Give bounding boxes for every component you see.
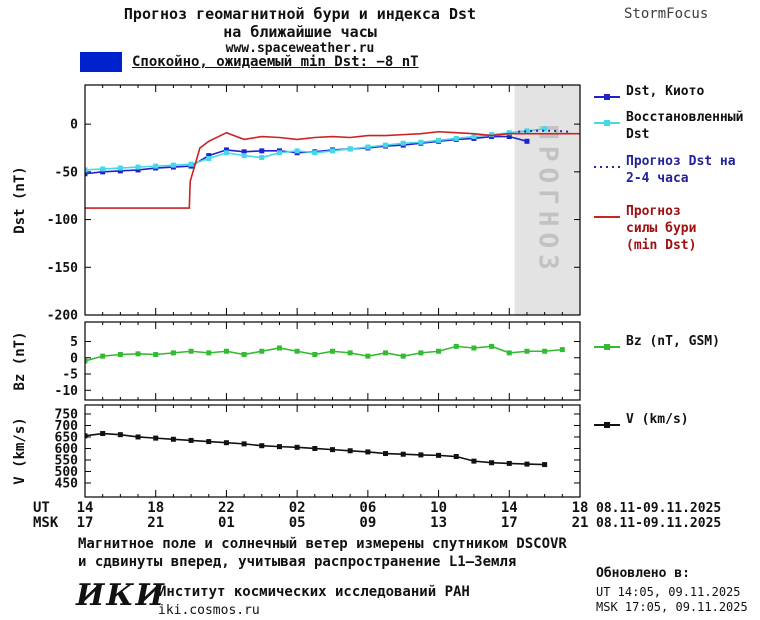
x-tick-label: 21 bbox=[572, 515, 589, 530]
y-tick-label: 650 bbox=[55, 430, 79, 445]
panel-1: 50 -5-10 Bz (nT) bbox=[12, 321, 581, 401]
restored-dst-marker-icon bbox=[594, 113, 620, 126]
y-tick-label: 450 bbox=[55, 476, 79, 491]
x-tick-label: 01 bbox=[218, 515, 235, 530]
y-tick-label: -200 bbox=[47, 309, 78, 324]
iki-logo: ИКИ bbox=[76, 578, 166, 613]
x-tick-label: 09 bbox=[359, 515, 376, 530]
storm-strength-marker-icon bbox=[594, 207, 620, 218]
footer-note-line2: и сдвинуты вперед, учитывая распростране… bbox=[78, 554, 517, 570]
legend-storm-strength-label: Прогноз силы бури (min Dst) bbox=[626, 204, 697, 253]
y-tick-label: 500 bbox=[55, 465, 79, 480]
series-2 bbox=[518, 129, 572, 133]
legend-storm-strength: Прогноз силы бури (min Dst) bbox=[594, 204, 710, 255]
x-tick-label: 17 bbox=[501, 515, 518, 530]
x-tick-label: 14 bbox=[501, 500, 518, 516]
legend-restored-dst-label: Восстановленный Dst bbox=[626, 110, 744, 142]
v-marker-icon bbox=[594, 415, 620, 428]
brand-label: StormFocus bbox=[624, 6, 709, 22]
axis-row-label: UT bbox=[33, 500, 50, 516]
series-0 bbox=[85, 343, 565, 364]
page-subtitle: на ближайшие часы bbox=[223, 23, 377, 41]
x-tick-label: 14 bbox=[77, 500, 94, 516]
y-tick-label: 600 bbox=[55, 442, 79, 457]
footer-note-line1: Магнитное поле и солнечный ветер измерен… bbox=[78, 536, 567, 552]
y-tick-label: -50 bbox=[55, 165, 79, 180]
y-tick-label: 550 bbox=[55, 453, 79, 468]
forecast-region bbox=[514, 85, 580, 315]
series-0 bbox=[85, 431, 548, 468]
x-tick-label: 13 bbox=[430, 515, 447, 530]
y-tick-label: -5 bbox=[62, 368, 78, 383]
x-tick-label: 21 bbox=[147, 515, 164, 530]
legend-bz-label: Bz (nT, GSM) bbox=[626, 334, 720, 349]
y-tick-label: -100 bbox=[47, 213, 78, 228]
spaceweather-link[interactable]: www.spaceweather.ru bbox=[225, 41, 375, 56]
status-swatch bbox=[80, 52, 122, 72]
y-tick-label: 750 bbox=[55, 407, 79, 422]
date-range-label: 08.11-09.11.2025 bbox=[596, 516, 721, 530]
x-tick-label: 17 bbox=[77, 515, 94, 530]
page-title: Прогноз геомагнитной бури и индекса Dst bbox=[123, 5, 477, 23]
y-tick-label: 5 bbox=[70, 335, 78, 350]
x-tick-label: 05 bbox=[289, 515, 306, 530]
legend-forecast-dst-label: Прогноз Dst на 2-4 часа bbox=[626, 154, 736, 186]
updated-label: Обновлено в: bbox=[596, 566, 690, 581]
x-tick-label: 18 bbox=[572, 500, 589, 516]
legend-dst-kyoto: Dst, Киото bbox=[594, 84, 744, 101]
panel-0: ПРОГНОЗ 0 -50 -100 -150 -200 Dst (nT) bbox=[12, 84, 581, 324]
status-row: Спокойно, ожидаемый min Dst: −8 nT bbox=[80, 52, 419, 72]
legend-dst-kyoto-label: Dst, Киото bbox=[626, 84, 705, 99]
bz-marker-icon bbox=[594, 337, 620, 350]
dst-kyoto-marker-icon bbox=[594, 87, 620, 100]
x-tick-label: 22 bbox=[218, 500, 235, 516]
y-tick-label: 0 bbox=[70, 351, 78, 366]
legend-v-label: V (km/s) bbox=[626, 412, 689, 427]
forecast-dst-marker-icon bbox=[594, 157, 620, 168]
legend-forecast-dst: Прогноз Dst на 2-4 часа bbox=[594, 154, 744, 188]
updated-msk: MSK 17:05, 09.11.2025 bbox=[596, 600, 748, 614]
y-tick-label: -10 bbox=[55, 384, 79, 399]
y-axis-label: V (km/s) bbox=[12, 417, 28, 484]
y-tick-label: 0 bbox=[70, 118, 78, 133]
y-tick-label: -150 bbox=[47, 261, 78, 276]
legend-restored-dst: Восстановленный Dst bbox=[594, 110, 744, 144]
axis-row-label: MSK bbox=[33, 515, 59, 530]
iki-site-link[interactable]: iki.cosmos.ru bbox=[158, 603, 260, 618]
y-tick-label: 700 bbox=[55, 419, 79, 434]
x-tick-label: 18 bbox=[147, 500, 164, 516]
status-label: Спокойно, ожидаемый min Dst: −8 nT bbox=[132, 54, 419, 70]
x-tick-label: 06 bbox=[359, 500, 376, 516]
x-tick-label: 02 bbox=[289, 500, 306, 516]
institute-name: Институт космических исследований РАН bbox=[158, 584, 470, 600]
updated-ut: UT 14:05, 09.11.2025 bbox=[596, 585, 741, 599]
y-axis-label: Dst (nT) bbox=[12, 166, 28, 233]
y-axis-label: Bz (nT) bbox=[12, 331, 28, 390]
x-tick-label: 10 bbox=[430, 500, 447, 516]
date-range-label: 08.11-09.11.2025 bbox=[596, 501, 721, 516]
series-3 bbox=[85, 130, 580, 209]
series-0 bbox=[85, 134, 530, 177]
legend-v: V (km/s) bbox=[594, 412, 744, 429]
forecast-label: ПРОГНОЗ bbox=[532, 124, 562, 276]
series-1 bbox=[85, 126, 548, 173]
legend-bz: Bz (nT, GSM) bbox=[594, 334, 744, 351]
